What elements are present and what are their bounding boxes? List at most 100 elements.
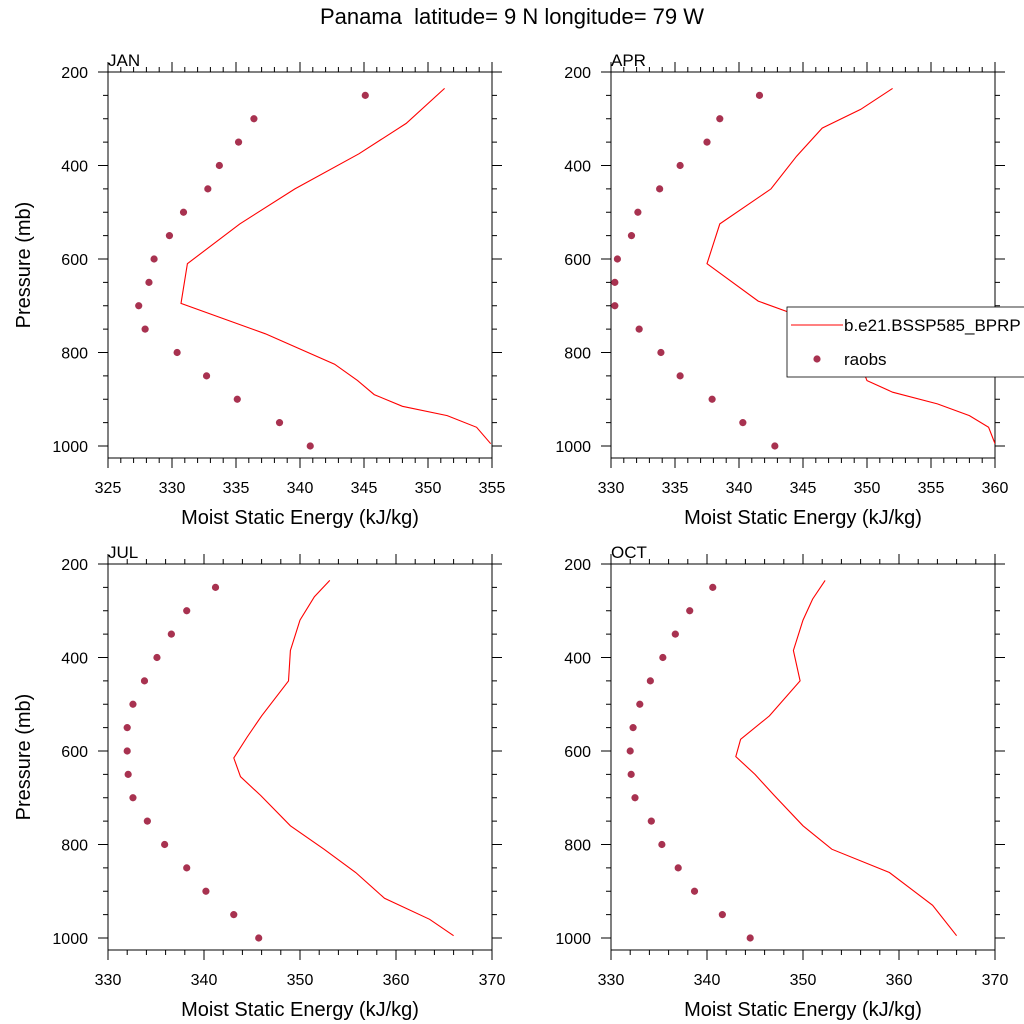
raobs-point	[708, 395, 716, 403]
data-layer	[123, 580, 454, 942]
x-tick-label: 340	[694, 972, 721, 989]
x-tick-label: 370	[982, 972, 1009, 989]
raobs-point	[635, 325, 643, 333]
x-tick-label: 350	[415, 480, 442, 497]
raobs-point	[165, 232, 174, 240]
x-axis-label: Moist Static Energy (kJ/kg)	[684, 507, 922, 529]
raobs-point	[135, 302, 143, 310]
y-axis-label: Pressure (mb)	[13, 202, 35, 329]
data-layer	[611, 87, 995, 450]
raobs-point	[659, 653, 667, 662]
y-tick-label: 1000	[52, 931, 88, 948]
model-series-line	[233, 580, 454, 937]
raobs-point	[129, 700, 137, 708]
raobs-point	[123, 747, 131, 755]
chart-panel-jan: JAN 325 330 335 340 345 350 355 200 400 600 800 1000…	[13, 51, 505, 529]
y-tick-label: 600	[61, 252, 88, 269]
raobs-point	[690, 887, 699, 895]
y-tick-label: 600	[61, 744, 88, 761]
panel-label: JAN	[108, 51, 140, 70]
y-tick-label: 800	[61, 838, 88, 855]
panel-label: JUL	[108, 543, 138, 562]
raobs-point	[676, 161, 684, 170]
raobs-point	[646, 677, 654, 685]
raobs-point	[674, 864, 682, 872]
raobs-point	[658, 840, 666, 849]
panel-label: OCT	[611, 543, 647, 562]
legend-point-swatch	[813, 355, 821, 363]
x-axis-label: Moist Static Energy (kJ/kg)	[684, 999, 922, 1021]
raobs-point	[611, 278, 619, 286]
page-title: Panama latitude= 9 N longitude= 79 W	[319, 4, 705, 29]
raobs-point	[183, 864, 191, 872]
x-tick-label: 370	[479, 972, 506, 989]
raobs-point	[183, 607, 191, 615]
raobs-point	[709, 583, 717, 591]
raobs-point	[746, 934, 754, 942]
model-series-line	[706, 87, 995, 444]
raobs-point	[716, 115, 724, 123]
x-tick-label: 330	[598, 480, 625, 497]
y-tick-label: 600	[564, 744, 591, 761]
raobs-point	[179, 208, 188, 216]
x-tick-label: 360	[383, 972, 410, 989]
y-tick-label: 600	[564, 252, 591, 269]
x-tick-label: 330	[598, 972, 625, 989]
raobs-point	[129, 794, 137, 802]
raobs-point	[215, 161, 223, 170]
x-tick-label: 345	[351, 480, 378, 497]
raobs-point	[141, 325, 149, 333]
raobs-point	[123, 724, 131, 732]
raobs-point	[233, 395, 241, 403]
x-axis-label: Moist Static Energy (kJ/kg)	[181, 999, 419, 1021]
plot-frame	[610, 71, 996, 459]
x-tick-label: 335	[662, 480, 689, 497]
raobs-point	[636, 700, 644, 708]
raobs-point	[145, 278, 153, 286]
raobs-point	[631, 794, 639, 802]
raobs-point	[755, 91, 764, 99]
chart-panel-jul: JUL 330 340 350 360 370 200 400 600 800 1000 Moist …	[13, 543, 505, 1021]
panel-label: APR	[611, 51, 646, 70]
raobs-point	[647, 817, 655, 825]
raobs-point	[230, 911, 238, 919]
raobs-point	[656, 185, 664, 193]
x-tick-label: 360	[982, 480, 1009, 497]
x-tick-label: 350	[287, 972, 314, 989]
y-tick-label: 400	[564, 651, 591, 668]
raobs-point	[718, 911, 726, 919]
raobs-point	[361, 91, 369, 99]
y-tick-label: 200	[564, 557, 591, 574]
y-tick-label: 200	[564, 65, 591, 82]
raobs-point	[140, 677, 149, 685]
raobs-point	[250, 115, 258, 123]
x-tick-label: 360	[886, 972, 913, 989]
raobs-point	[202, 887, 210, 895]
y-tick-label: 1000	[555, 439, 591, 456]
y-tick-label: 400	[61, 651, 88, 668]
y-tick-label: 1000	[555, 931, 591, 948]
raobs-point	[153, 653, 161, 662]
raobs-point	[204, 185, 212, 193]
raobs-point	[626, 747, 634, 755]
x-tick-label: 350	[790, 972, 817, 989]
y-tick-label: 200	[61, 65, 88, 82]
y-tick-label: 800	[564, 838, 591, 855]
x-axis-label: Moist Static Energy (kJ/kg)	[181, 507, 419, 529]
raobs-point	[255, 934, 263, 942]
legend-entry-label: raobs	[844, 350, 887, 369]
raobs-point	[657, 348, 665, 357]
raobs-point	[627, 770, 635, 778]
plot-frame	[107, 71, 493, 459]
y-tick-label: 200	[61, 557, 88, 574]
model-series-line	[735, 580, 958, 937]
raobs-point	[173, 348, 181, 357]
data-layer	[135, 87, 492, 450]
raobs-point	[739, 419, 747, 427]
raobs-point	[627, 232, 636, 240]
chart-panel-oct: OCT 330 340 350 360 370 200 400 600 800 1000 Moist …	[555, 543, 1008, 1021]
model-series-line	[180, 87, 492, 445]
raobs-point	[275, 419, 284, 427]
raobs-point	[202, 372, 211, 380]
